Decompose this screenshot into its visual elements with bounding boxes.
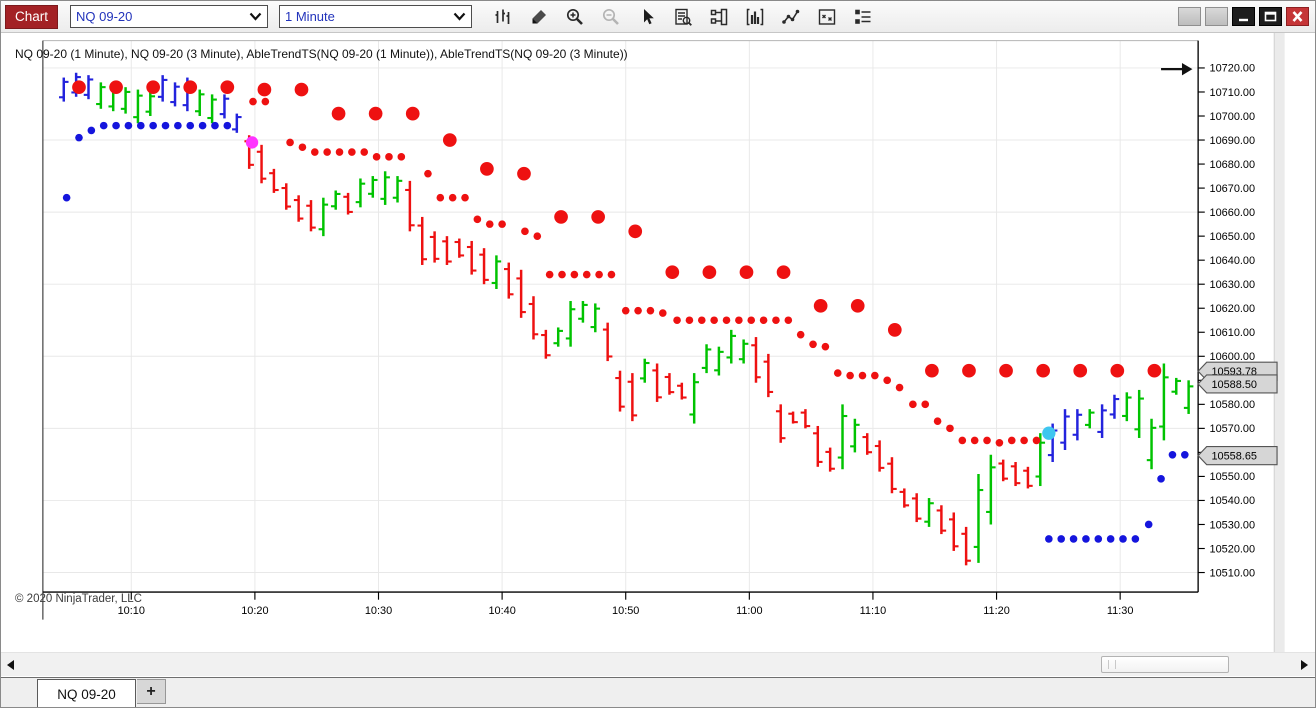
drawing-tools-icon[interactable] [525,4,552,30]
svg-text:10620.00: 10620.00 [1210,303,1256,315]
svg-text:10:30: 10:30 [365,605,392,617]
gridlines [42,40,1199,593]
svg-text:10610.00: 10610.00 [1210,327,1256,339]
left-arrow-icon [6,659,14,670]
data-box-icon[interactable] [669,4,696,30]
regression-icon[interactable] [777,4,804,30]
window-buttons [1178,7,1309,26]
svg-text:10640.00: 10640.00 [1210,255,1256,267]
indicators-icon[interactable] [849,4,876,30]
svg-text:10:20: 10:20 [241,605,268,617]
zoom-out-icon[interactable] [597,4,624,30]
chevron-down-icon [249,12,262,21]
strategy-icon[interactable] [813,4,840,30]
price-bars [59,72,1194,566]
svg-text:10520.00: 10520.00 [1210,543,1256,555]
scroll-right-button[interactable] [1297,657,1311,672]
svg-text:10:40: 10:40 [488,605,515,617]
svg-text:10510.00: 10510.00 [1210,567,1256,579]
close-icon[interactable] [1286,7,1309,26]
chart-trader-icon[interactable] [705,4,732,30]
svg-text:11:30: 11:30 [1107,605,1134,617]
bar-type-icon[interactable] [489,4,516,30]
minimize-button[interactable] [1232,7,1255,26]
instrument-dropdown-value: NQ 09-20 [76,9,133,24]
svg-text:10:50: 10:50 [612,605,639,617]
svg-text:10720.00: 10720.00 [1210,63,1256,75]
svg-text:10540.00: 10540.00 [1210,495,1256,507]
cyan-signal-dot [1042,426,1056,440]
price-marker: 10588.50 [1197,374,1278,394]
sell-stop-dots-1min [249,97,1041,447]
add-tab-button[interactable]: + [137,679,166,704]
svg-text:10550.00: 10550.00 [1210,471,1256,483]
buy-stop-dots-1min [62,121,1189,543]
svg-text:10:10: 10:10 [118,605,145,617]
copyright-text: © 2020 NinjaTrader, LLC [15,593,142,605]
interval-dropdown-value: 1 Minute [285,9,335,24]
horizontal-scrollbar[interactable] [1,652,1315,676]
toolbar-icons [489,4,876,30]
price-axis: 10510.00 10520.00 10530.00 10540.00 10550.00… [1198,63,1256,579]
svg-text:10710.00: 10710.00 [1210,87,1256,99]
svg-text:10580.00: 10580.00 [1210,399,1256,411]
window-blank-button-1[interactable] [1178,7,1201,26]
zoom-in-icon[interactable] [561,4,588,30]
tab-bar: NQ 09-20 + [1,677,1315,707]
svg-text:10588.50: 10588.50 [1211,379,1257,391]
chart-canvas[interactable]: 10510.00 10520.00 10530.00 10540.00 10550.00… [1,33,1316,652]
scroll-left-button[interactable] [3,657,17,672]
svg-text:11:10: 11:10 [860,605,887,617]
window-menu-button[interactable]: Chart [5,4,59,29]
svg-text:10660.00: 10660.00 [1210,207,1256,219]
svg-text:10690.00: 10690.00 [1210,135,1256,147]
right-arrow-icon [1300,659,1308,670]
svg-text:11:00: 11:00 [736,605,763,617]
time-axis: 10:10 10:20 10:30 10:40 10:50 11:00 11:10 11:20… [118,592,1134,617]
magenta-signal-dot [245,136,259,149]
interval-dropdown[interactable]: 1 Minute [279,5,473,28]
window-blank-button-2[interactable] [1205,7,1228,26]
svg-text:10670.00: 10670.00 [1210,183,1256,195]
instrument-dropdown[interactable]: NQ 09-20 [70,5,269,28]
svg-text:10600.00: 10600.00 [1210,351,1256,363]
price-marker: 10558.65 [1197,446,1278,466]
chart-title: NQ 09-20 (1 Minute), NQ 09-20 (3 Minute)… [15,47,628,61]
svg-text:10558.65: 10558.65 [1211,451,1257,463]
bar-chart-icon[interactable] [741,4,768,30]
chevron-down-icon [453,12,466,21]
svg-text:10530.00: 10530.00 [1210,519,1256,531]
chart-area[interactable]: 10510.00 10520.00 10530.00 10540.00 10550.00… [1,33,1316,652]
svg-text:11:20: 11:20 [983,605,1010,617]
maximize-button[interactable] [1259,7,1282,26]
sell-stop-dots-3min [72,80,1162,378]
scrollbar-grip [1108,660,1116,669]
svg-text:10700.00: 10700.00 [1210,111,1256,123]
toolbar: Chart NQ 09-20 1 Minute [1,1,1315,33]
svg-text:10630.00: 10630.00 [1210,279,1256,291]
svg-text:10650.00: 10650.00 [1210,231,1256,243]
svg-text:10570.00: 10570.00 [1210,423,1256,435]
scrollbar-thumb[interactable] [1101,656,1229,673]
tab-nq-09-20[interactable]: NQ 09-20 [37,679,136,707]
go-to-end-arrow-icon [1161,62,1193,76]
cursor-icon[interactable] [633,4,660,30]
svg-text:10680.00: 10680.00 [1210,159,1256,171]
